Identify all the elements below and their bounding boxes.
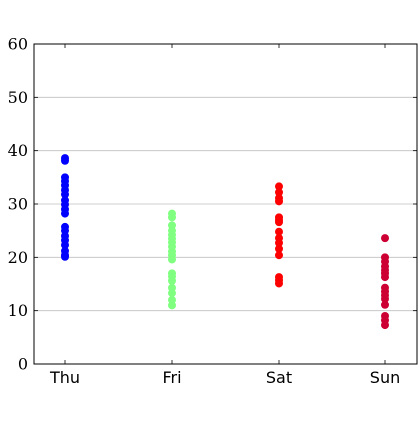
data-point [61, 156, 69, 165]
data-point [61, 241, 69, 250]
data-point [275, 238, 283, 247]
y-tick-label: 40 [8, 141, 28, 160]
data-point [275, 251, 283, 260]
data-point [381, 300, 389, 309]
x-tick-labels: Thu Fri Sat Sun [49, 368, 400, 387]
x-tick-label: Fri [162, 368, 181, 387]
data-point [61, 252, 69, 261]
data-point [381, 321, 389, 330]
series-sun [381, 234, 389, 330]
y-tick-label: 10 [8, 301, 28, 320]
series-fri [168, 209, 176, 310]
series-thu [61, 154, 69, 261]
data-point [168, 276, 176, 285]
y-tick-label: 20 [8, 248, 28, 267]
data-point [168, 289, 176, 298]
x-tick-label: Sun [370, 368, 400, 387]
data-points [61, 154, 389, 330]
data-point [381, 273, 389, 282]
x-tick-label: Sat [266, 368, 292, 387]
data-point [61, 190, 69, 199]
data-point [275, 182, 283, 191]
grid-lines [34, 96, 417, 312]
data-point [275, 188, 283, 197]
data-point [61, 209, 69, 218]
data-point [168, 213, 176, 222]
y-tick-label: 60 [8, 35, 28, 54]
data-point [168, 301, 176, 310]
y-tick-label: 50 [8, 88, 28, 107]
y-tick-label: 30 [8, 195, 28, 214]
data-point [168, 255, 176, 264]
data-point [275, 227, 283, 236]
data-point [275, 218, 283, 227]
x-tick-label: Thu [49, 368, 80, 387]
data-point [381, 294, 389, 303]
data-point [275, 197, 283, 206]
data-point [381, 234, 389, 243]
y-tick-label: 0 [18, 355, 28, 374]
y-tick-labels: 0 10 20 30 40 50 60 [8, 35, 28, 374]
series-sat [275, 182, 283, 288]
data-point [275, 279, 283, 288]
axis-ticks [34, 43, 417, 365]
data-point [275, 244, 283, 253]
